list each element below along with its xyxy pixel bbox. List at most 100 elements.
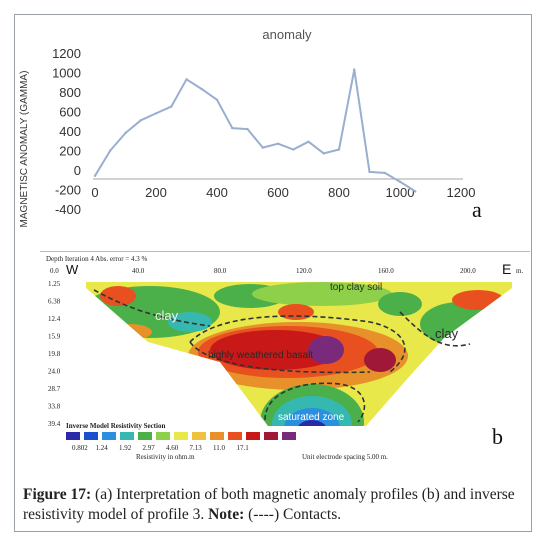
y-tick-label: 200 bbox=[59, 144, 81, 159]
y-tick-label: 400 bbox=[59, 124, 81, 139]
y-tick-label: 1200 bbox=[52, 46, 81, 61]
depth-tick-label: 1.25 bbox=[48, 280, 61, 288]
electrode-spacing-note: Unit electrode spacing 5.00 m. bbox=[302, 453, 388, 461]
section-header: Depth Iteration 4 Abs. error = 4.3 % bbox=[46, 255, 148, 263]
anomaly-point bbox=[139, 119, 142, 122]
legend-value: 17.1 bbox=[237, 444, 250, 452]
legend-swatch bbox=[102, 432, 116, 440]
depth-tick-label: 12.4 bbox=[48, 315, 61, 323]
annotation-weathered-basalt: highly weathered basalt bbox=[208, 350, 313, 361]
caption-label: Figure 17: bbox=[23, 486, 92, 503]
y-tick-label: 600 bbox=[59, 105, 81, 120]
anomaly-point bbox=[307, 140, 310, 143]
anomaly-point bbox=[292, 148, 295, 151]
legend-swatch bbox=[264, 432, 278, 440]
west-label: W bbox=[66, 262, 79, 277]
anomaly-point bbox=[93, 174, 97, 178]
legend-swatches bbox=[66, 432, 296, 440]
annotation-clay-right: clay bbox=[435, 326, 459, 341]
depth-tick-label: 39.4 bbox=[48, 420, 61, 428]
anomaly-point bbox=[276, 142, 280, 145]
anomaly-point bbox=[170, 105, 173, 108]
legend-value: 7.13 bbox=[190, 444, 203, 452]
legend-value: 11.0 bbox=[213, 444, 225, 452]
x-tick-label: 600 bbox=[267, 185, 289, 200]
horizontal-distance-ticks: 0.0 40.0 80.0 120.0 160.0 200.0 bbox=[50, 267, 476, 275]
anomaly-point bbox=[353, 68, 356, 71]
anomaly-point bbox=[215, 98, 219, 102]
east-label: E bbox=[502, 261, 511, 277]
depth-tick-label: 15.9 bbox=[48, 333, 61, 341]
figure: anomaly MAGNETISC ANOMALY (GAMMA) 1200 10… bbox=[14, 14, 532, 532]
legend-swatch bbox=[246, 432, 260, 440]
anomaly-point bbox=[185, 78, 188, 81]
y-tick-label: 0 bbox=[74, 163, 81, 178]
legend-swatch bbox=[138, 432, 152, 440]
y-tick-labels: 1200 1000 800 600 400 200 0 -200 -400 bbox=[52, 46, 81, 217]
legend-value: 2.97 bbox=[143, 444, 156, 452]
depth-tick-label: 19.8 bbox=[48, 350, 61, 358]
saturated-zone bbox=[260, 384, 364, 426]
anomaly-series-line bbox=[94, 68, 416, 193]
anomaly-point bbox=[261, 146, 264, 149]
annotation-saturated-zone: saturated zone bbox=[278, 412, 345, 423]
anomaly-point bbox=[383, 171, 386, 175]
x-tick-label: 1200 bbox=[447, 185, 476, 200]
x-tick-label: 400 bbox=[206, 185, 228, 200]
legend-swatch bbox=[174, 432, 188, 440]
distance-tick-label: 120.0 bbox=[296, 267, 312, 275]
legend-value: 4.60 bbox=[166, 444, 179, 452]
legend-swatch bbox=[210, 432, 224, 440]
distance-tick-label: 80.0 bbox=[214, 267, 227, 275]
x-tick-label: 200 bbox=[145, 185, 167, 200]
chart-title: anomaly bbox=[262, 27, 312, 42]
depth-tick-label: 6.38 bbox=[48, 298, 61, 306]
y-tick-label: 1000 bbox=[52, 66, 81, 81]
anomaly-point bbox=[231, 126, 234, 130]
resistivity-section-panel: Depth Iteration 4 Abs. error = 4.3 % m. … bbox=[40, 251, 530, 462]
legend-swatch bbox=[228, 432, 242, 440]
legend-swatch bbox=[66, 432, 80, 440]
y-tick-label: -400 bbox=[55, 202, 81, 217]
depth-ticks: 1.25 6.38 12.4 15.9 19.8 24.0 28.7 33.8 39.4 bbox=[48, 280, 61, 428]
y-axis-label: MAGNETISC ANOMALY (GAMMA) bbox=[19, 71, 30, 228]
caption-text-contacts: (----) Contacts. bbox=[244, 506, 342, 523]
x-tick-labels: 0 200 400 600 800 1000 1200 bbox=[91, 185, 475, 200]
legend-value: 1.92 bbox=[119, 444, 132, 452]
caption-text: (a) Interpretation of both magnetic anom… bbox=[23, 486, 515, 523]
anomaly-point bbox=[322, 152, 325, 155]
depth-tick-label: 33.8 bbox=[48, 403, 61, 411]
legend-unit: Resistivity in ohm.m bbox=[136, 453, 195, 461]
anomaly-points bbox=[93, 68, 417, 193]
panel-b-label: b bbox=[492, 424, 503, 449]
legend-value: 1.24 bbox=[96, 444, 109, 452]
contact-lines bbox=[93, 289, 471, 423]
anomaly-point bbox=[368, 170, 371, 174]
anomaly-point bbox=[337, 148, 341, 151]
anomaly-point bbox=[154, 112, 158, 115]
y-tick-label: 800 bbox=[59, 85, 81, 100]
depth-tick-label: 24.0 bbox=[48, 368, 61, 376]
section-unit: m. bbox=[516, 267, 523, 275]
legend-values: 0.802 1.24 1.92 2.97 4.60 7.13 11.0 17.1 bbox=[72, 444, 249, 452]
legend-swatch bbox=[282, 432, 296, 440]
y-tick-label: -200 bbox=[55, 183, 81, 198]
anomaly-point bbox=[109, 149, 112, 152]
magnetic-anomaly-chart: anomaly MAGNETISC ANOMALY (GAMMA) 1200 10… bbox=[19, 27, 482, 228]
figure-caption: Figure 17: (a) Interpretation of both ma… bbox=[23, 485, 528, 525]
x-tick-label: 0 bbox=[91, 185, 98, 200]
anomaly-point bbox=[124, 131, 127, 135]
distance-tick-label: 160.0 bbox=[378, 267, 394, 275]
anomaly-point bbox=[414, 190, 417, 193]
distance-tick-label: 0.0 bbox=[50, 267, 59, 275]
distance-tick-label: 40.0 bbox=[132, 267, 145, 275]
annotation-top-clay-soil: top clay soil bbox=[330, 282, 382, 293]
caption-note-label: Note: bbox=[208, 506, 245, 523]
depth-tick-label: 28.7 bbox=[48, 385, 61, 393]
legend-swatch bbox=[156, 432, 170, 440]
panel-a-label: a bbox=[472, 197, 482, 222]
x-tick-label: 800 bbox=[328, 185, 350, 200]
anomaly-point bbox=[200, 87, 203, 91]
anomaly-point bbox=[246, 127, 249, 131]
annotation-clay-left: clay bbox=[155, 308, 179, 323]
